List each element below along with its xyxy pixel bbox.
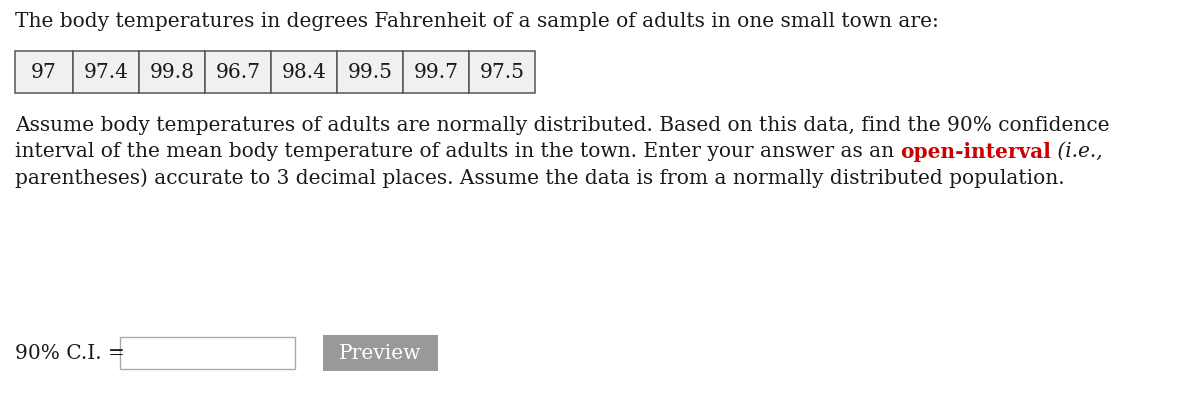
Text: 97.4: 97.4 xyxy=(84,63,128,82)
Text: 97.5: 97.5 xyxy=(480,63,524,82)
Bar xyxy=(73,52,139,94)
Text: 96.7: 96.7 xyxy=(216,63,260,82)
Bar xyxy=(403,52,469,94)
Text: The body temperatures in degrees Fahrenheit of a sample of adults in one small t: The body temperatures in degrees Fahrenh… xyxy=(14,12,938,31)
Text: 90% C.I. =: 90% C.I. = xyxy=(14,344,125,363)
Bar xyxy=(139,52,205,94)
Text: 99.5: 99.5 xyxy=(348,63,392,82)
Bar xyxy=(271,52,337,94)
Text: parentheses) accurate to 3 decimal places. Assume the data is from a normally di: parentheses) accurate to 3 decimal place… xyxy=(14,168,1064,187)
Text: 97: 97 xyxy=(31,63,56,82)
Text: 99.7: 99.7 xyxy=(414,63,458,82)
Text: 98.4: 98.4 xyxy=(282,63,326,82)
Bar xyxy=(323,335,438,371)
Bar xyxy=(120,337,295,369)
Text: Assume body temperatures of adults are normally distributed. Based on this data,: Assume body temperatures of adults are n… xyxy=(14,116,1110,135)
Bar xyxy=(14,52,73,94)
Text: Preview: Preview xyxy=(340,344,421,363)
Bar xyxy=(337,52,403,94)
Text: open-interval: open-interval xyxy=(900,142,1051,162)
Text: interval of the mean body temperature of adults in the town. Enter your answer a: interval of the mean body temperature of… xyxy=(14,142,900,160)
Bar xyxy=(469,52,535,94)
Bar xyxy=(205,52,271,94)
Text: 99.8: 99.8 xyxy=(150,63,194,82)
Text: (i.e.,: (i.e., xyxy=(1051,142,1103,160)
